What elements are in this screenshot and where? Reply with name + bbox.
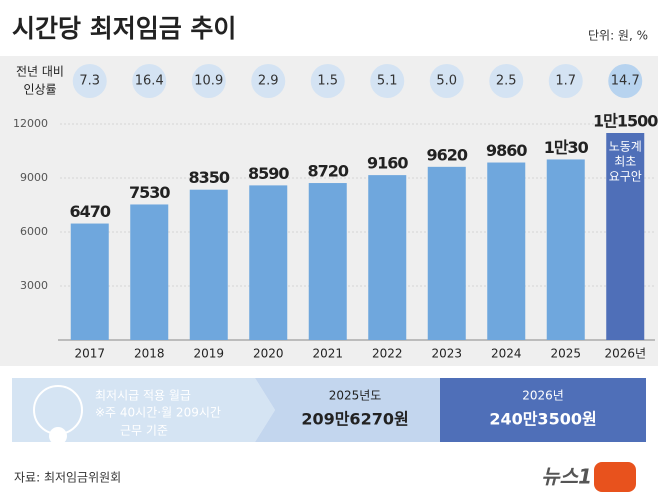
rate-label: 14.7 bbox=[611, 74, 640, 89]
rate-label: 2.9 bbox=[258, 74, 279, 89]
rate-label: 7.3 bbox=[79, 74, 100, 89]
monthly-value: 240만3500원 bbox=[489, 410, 596, 429]
rate-circle bbox=[310, 64, 345, 98]
year-label: 2026년 bbox=[522, 389, 564, 403]
value-label: 9860 bbox=[486, 141, 527, 160]
rate-circle bbox=[608, 64, 643, 98]
monthly-2025 bbox=[255, 378, 440, 442]
rate-circle bbox=[548, 64, 583, 98]
rate-circle bbox=[370, 64, 405, 98]
rate-label: 16.4 bbox=[135, 74, 164, 89]
bar bbox=[130, 204, 169, 340]
rate-label: 1.7 bbox=[555, 74, 576, 89]
rate-label: 1.5 bbox=[317, 74, 338, 89]
bar bbox=[606, 133, 645, 340]
rate-label: 2.5 bbox=[496, 74, 517, 89]
value-label: 7530 bbox=[129, 183, 170, 202]
y-tick-label: 12000 bbox=[13, 117, 48, 130]
bar-note: 노동계 bbox=[609, 140, 642, 154]
monthly-note: ※주 40시간·월 209시간 bbox=[95, 406, 221, 420]
logo: 뉴스1 bbox=[541, 465, 592, 489]
rate-label: 5.1 bbox=[377, 74, 398, 89]
value-label: 8720 bbox=[307, 162, 348, 181]
bar-note: 최초 bbox=[614, 155, 636, 169]
chart-title: 시간당 최저임금 추이 bbox=[12, 14, 236, 43]
logo-mark bbox=[594, 462, 636, 492]
monthly-left bbox=[12, 378, 275, 442]
rate-circle bbox=[132, 64, 167, 98]
bar bbox=[189, 189, 228, 340]
rate-label: 5.0 bbox=[436, 74, 457, 89]
x-tick-label: 2022 bbox=[372, 347, 403, 361]
year-label: 2025년도 bbox=[329, 389, 382, 403]
value-label: 9160 bbox=[367, 154, 408, 173]
x-tick-label: 2025 bbox=[550, 347, 581, 361]
y-tick-label: 9000 bbox=[20, 171, 48, 184]
value-label: 8350 bbox=[188, 168, 229, 187]
coin-icon bbox=[49, 427, 67, 445]
unit: 단위: 원, % bbox=[588, 29, 648, 43]
source: 자료: 최저임금위원회 bbox=[14, 471, 121, 485]
monthly-title: 최저시급 적용 월급 bbox=[95, 389, 191, 403]
x-tick-label: 2020 bbox=[253, 347, 284, 361]
value-label: 1만30 bbox=[544, 138, 589, 157]
value-label: 1만1500 bbox=[593, 112, 658, 131]
x-tick-label: 2017 bbox=[74, 347, 105, 361]
rate-circle bbox=[251, 64, 286, 98]
x-tick-label: 2023 bbox=[431, 347, 462, 361]
y-tick-label: 6000 bbox=[20, 225, 48, 238]
rate-circle bbox=[429, 64, 464, 98]
monthly-note: 근무 기준 bbox=[120, 424, 168, 438]
bar bbox=[368, 175, 407, 340]
rate-title: 인상률 bbox=[23, 83, 56, 97]
rate-title: 전년 대비 bbox=[16, 65, 64, 79]
bar bbox=[70, 223, 109, 340]
value-label: 8590 bbox=[248, 164, 289, 183]
value-label: 9620 bbox=[426, 145, 467, 164]
value-label: 6470 bbox=[69, 202, 110, 221]
x-tick-label: 2018 bbox=[134, 347, 165, 361]
bar bbox=[308, 183, 347, 340]
x-tick-label: 2021 bbox=[312, 347, 343, 361]
rate-circle bbox=[72, 64, 107, 98]
bar bbox=[487, 162, 526, 340]
bar bbox=[249, 185, 288, 340]
x-tick-label: 2024 bbox=[491, 347, 522, 361]
rate-circle bbox=[191, 64, 226, 98]
bar-note: 요구안 bbox=[609, 170, 642, 184]
bar bbox=[546, 159, 585, 340]
monthly-2026 bbox=[440, 378, 646, 442]
x-tick-label: 2019 bbox=[193, 347, 224, 361]
monthly-value: 209만6270원 bbox=[301, 410, 408, 429]
x-tick-label: 2026년 bbox=[604, 347, 646, 361]
y-tick-label: 3000 bbox=[20, 279, 48, 292]
bar bbox=[427, 166, 466, 340]
rate-label: 10.9 bbox=[194, 74, 223, 89]
rate-circle bbox=[489, 64, 524, 98]
